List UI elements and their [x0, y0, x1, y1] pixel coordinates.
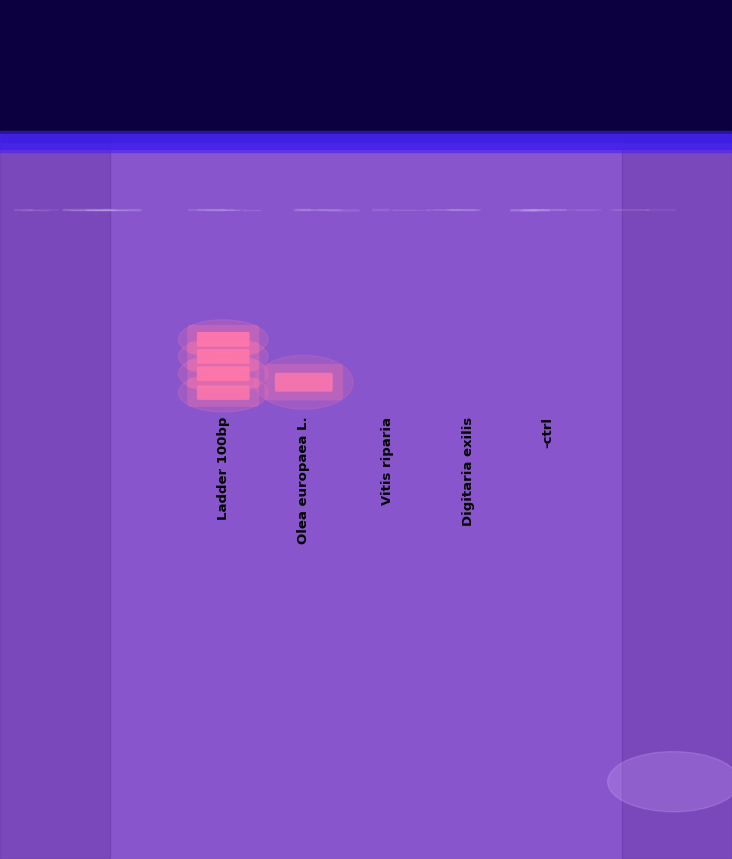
Ellipse shape [179, 354, 268, 393]
Ellipse shape [608, 752, 732, 812]
FancyBboxPatch shape [187, 325, 259, 354]
FancyBboxPatch shape [197, 349, 250, 364]
Bar [0, 0, 732, 142]
FancyBboxPatch shape [197, 385, 250, 399]
Ellipse shape [179, 337, 268, 376]
Text: -ctrl: -ctrl [541, 417, 554, 448]
FancyBboxPatch shape [264, 364, 343, 400]
FancyBboxPatch shape [197, 332, 250, 346]
Text: Vitis riparia: Vitis riparia [381, 417, 395, 504]
Bar [0, 131, 732, 152]
Text: Digitaria exilis: Digitaria exilis [462, 417, 475, 526]
Ellipse shape [255, 356, 354, 409]
Bar [622, 142, 732, 859]
FancyBboxPatch shape [187, 359, 259, 388]
FancyBboxPatch shape [197, 366, 250, 381]
Ellipse shape [179, 320, 268, 359]
FancyBboxPatch shape [187, 342, 259, 371]
Bar [0, 134, 732, 149]
FancyBboxPatch shape [275, 373, 332, 392]
Text: Ladder 100bp: Ladder 100bp [217, 417, 230, 520]
FancyBboxPatch shape [187, 378, 259, 407]
Bar [0, 142, 110, 859]
Ellipse shape [179, 373, 268, 412]
Text: Olea europaea L.: Olea europaea L. [297, 417, 310, 545]
